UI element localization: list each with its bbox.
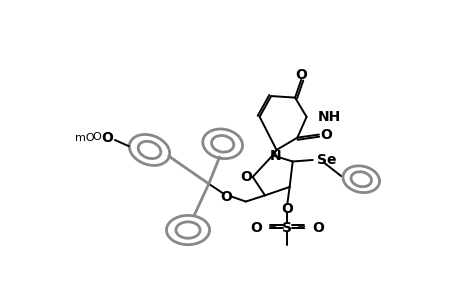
Text: O: O (101, 130, 113, 145)
Text: O: O (281, 202, 293, 216)
Text: =: = (297, 224, 306, 233)
Text: mO: mO (75, 133, 95, 142)
Text: S: S (282, 221, 292, 235)
Text: N: N (269, 149, 281, 163)
Text: O: O (220, 190, 232, 204)
Text: O: O (250, 221, 261, 235)
Text: O: O (312, 221, 324, 235)
Text: NH: NH (317, 110, 340, 124)
Text: =: = (268, 224, 277, 233)
Text: O: O (239, 170, 251, 184)
Text: Se: Se (317, 153, 336, 167)
Text: O: O (319, 128, 331, 142)
Text: O: O (93, 132, 101, 142)
Text: O: O (295, 68, 307, 82)
